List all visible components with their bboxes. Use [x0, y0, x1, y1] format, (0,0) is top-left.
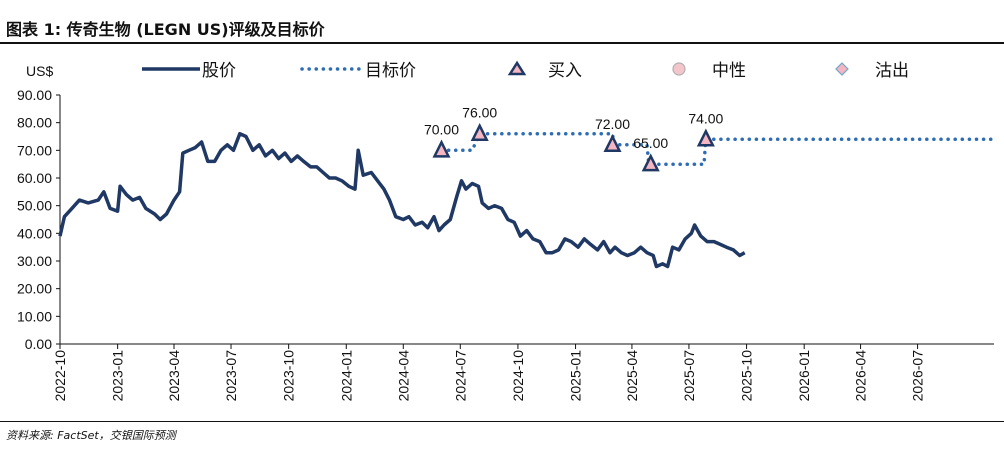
x-tick-label: 2023-07: [223, 350, 239, 402]
share-price-series-line: [58, 131, 746, 269]
y-tick-label: 60.00: [17, 170, 52, 186]
x-tick-label: 2024-10: [510, 350, 526, 402]
legend-target-label: 目标价: [365, 61, 416, 81]
x-tick-label: 2023-01: [110, 350, 126, 402]
target-price-data-label: 70.00: [424, 121, 459, 137]
legend-buy-triangle-icon: [507, 60, 527, 76]
x-tick-label: 2024-04: [395, 350, 411, 402]
y-tick-label: 30.00: [17, 253, 52, 269]
x-tick-label: 2024-01: [338, 350, 354, 402]
source-note: 资料来源: FactSet，交银国际预测: [6, 429, 176, 442]
x-tick-label: 2026-01: [796, 350, 812, 402]
x-tick-label: 2025-07: [681, 350, 697, 402]
target-price-series-line: [439, 131, 996, 166]
legend-price-label: 股价: [202, 61, 236, 81]
x-tick-label: 2023-10: [281, 350, 297, 402]
x-tick-label: 2024-07: [452, 350, 468, 402]
legend-buy-label: 买入: [548, 61, 582, 81]
legend-neutral-label: 中性: [712, 61, 746, 81]
y-tick-label: 40.00: [17, 225, 52, 241]
chart-title: 图表 1: 传奇生物 (LEGN US)评级及目标价: [6, 20, 325, 39]
price-target-chart: US$ 股价 目标价 买入 中性 沽出 0.00 10.00 20.00 30.00 4…: [17, 60, 996, 402]
buy-rating-marker: [470, 122, 489, 141]
bottom-divider: [0, 421, 1004, 422]
x-tick-label: 2023-04: [166, 350, 182, 402]
x-tick-label: 2026-07: [910, 350, 926, 402]
buy-rating-marker: [603, 134, 622, 153]
y-tick-label: 10.00: [17, 308, 52, 324]
x-tick-label: 2025-04: [624, 350, 640, 402]
x-tick-label: 2025-10: [739, 350, 755, 402]
target-price-data-label: 65.00: [633, 135, 668, 151]
x-axis: 2022-10 2023-01 2023-04 2023-07 2023-10 2024-…: [52, 343, 994, 402]
legend-neutral-circle-icon: [672, 62, 686, 76]
top-divider: [0, 42, 1004, 44]
x-tick-label: 2022-10: [52, 350, 68, 402]
y-tick-label: 80.00: [17, 115, 52, 131]
legend-sell-label: 沽出: [875, 61, 909, 81]
y-axis-unit-label: US$: [26, 63, 53, 79]
x-tick-label: 2026-04: [853, 350, 869, 402]
y-axis: 0.00 10.00 20.00 30.00 40.00 50.00 60.00 70.00 8…: [17, 87, 61, 352]
target-price-data-label: 72.00: [595, 116, 630, 132]
y-tick-label: 50.00: [17, 198, 52, 214]
legend: US$ 股价 目标价 买入 中性 沽出: [26, 60, 909, 81]
x-tick-label: 2025-01: [568, 350, 584, 402]
target-price-data-label: 76.00: [462, 105, 497, 121]
buy-rating-marker: [641, 153, 660, 172]
buy-rating-marker: [696, 128, 715, 147]
y-tick-label: 70.00: [17, 142, 52, 158]
y-tick-label: 20.00: [17, 281, 52, 297]
target-price-data-label: 74.00: [688, 110, 723, 126]
buy-rating-marker: [432, 139, 451, 158]
y-tick-label: 0.00: [25, 336, 52, 352]
y-tick-label: 90.00: [17, 87, 52, 103]
legend-sell-diamond-icon: [835, 62, 849, 76]
